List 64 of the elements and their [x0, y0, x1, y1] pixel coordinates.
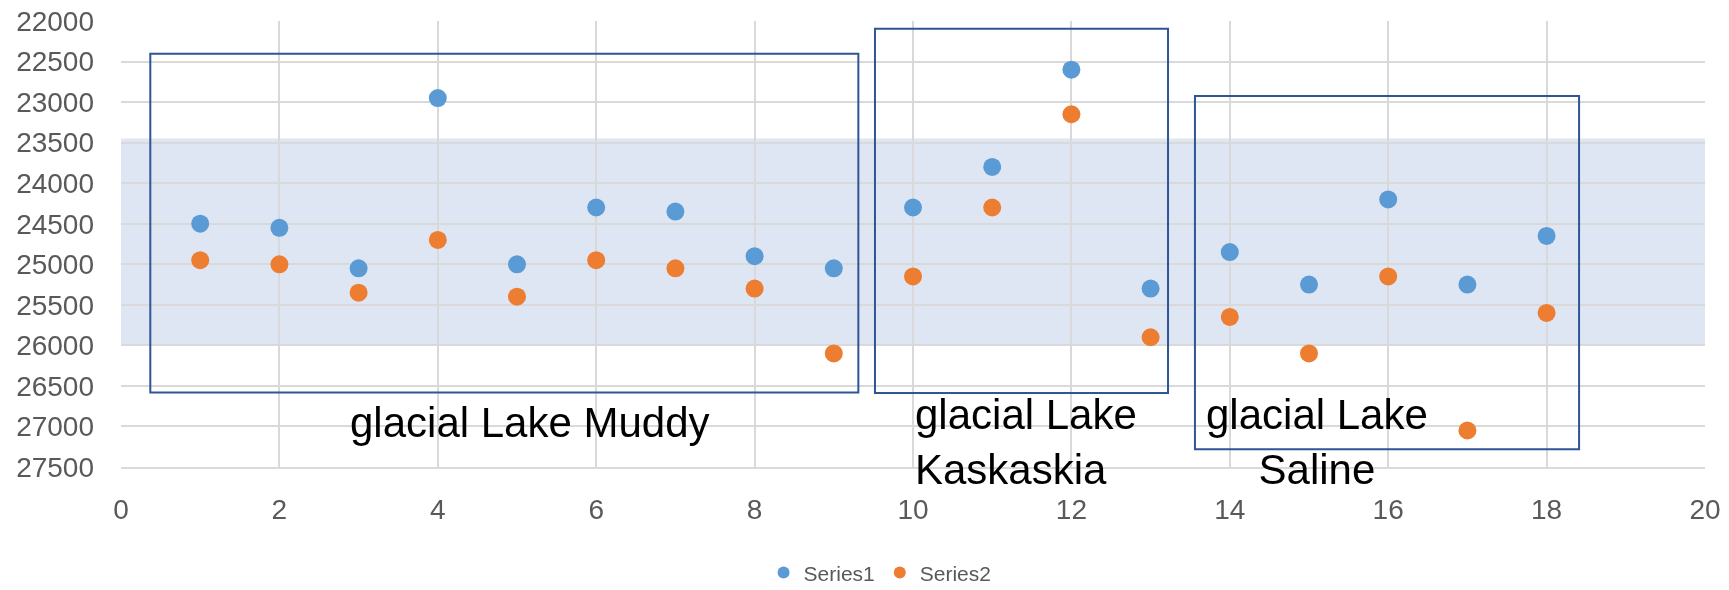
x-tick-label: 4 — [430, 493, 446, 525]
legend-label: Series1 — [803, 561, 875, 585]
point — [1379, 190, 1398, 209]
point — [745, 279, 764, 298]
y-tick-label: 27000 — [16, 411, 94, 443]
point — [824, 259, 843, 278]
x-tick-label: 0 — [113, 493, 129, 525]
y-tick-label: 27500 — [16, 451, 94, 483]
legend-label: Series2 — [919, 561, 991, 585]
y-tick-label: 25000 — [16, 249, 94, 281]
point — [270, 218, 289, 237]
point — [1220, 243, 1239, 262]
point — [1062, 60, 1081, 79]
y-tick-label: 26500 — [16, 370, 94, 402]
point — [983, 198, 1002, 217]
point — [587, 198, 606, 217]
y-tick-label: 22500 — [16, 46, 94, 78]
point — [1458, 421, 1477, 440]
point — [270, 255, 289, 274]
point — [508, 287, 526, 306]
point — [983, 157, 1002, 176]
annotation: glacial Lake Kaskaskia — [915, 391, 1137, 493]
point — [1062, 105, 1081, 124]
point — [1220, 307, 1239, 326]
y-tick-label: 24000 — [16, 167, 94, 199]
x-tick-label: 10 — [897, 493, 929, 525]
point — [349, 283, 368, 302]
point — [349, 259, 368, 278]
x-tick-label: 6 — [588, 493, 604, 525]
point — [191, 214, 210, 233]
annotation: glacial Lake Muddy — [350, 399, 710, 446]
point — [666, 202, 685, 221]
point — [428, 230, 447, 249]
point — [1458, 275, 1477, 294]
y-tick-label: 22000 — [16, 5, 94, 37]
x-tick-label: 2 — [271, 493, 288, 525]
point — [1141, 279, 1160, 298]
y-tick-label: 24500 — [16, 208, 94, 240]
x-tick-label: 16 — [1372, 493, 1404, 525]
point — [428, 89, 447, 108]
point — [1300, 275, 1318, 294]
y-tick-label: 23000 — [16, 86, 94, 118]
y-tick-label: 26000 — [16, 330, 94, 362]
x-tick-label: 20 — [1689, 493, 1721, 525]
y-tick-label: 23500 — [16, 127, 94, 159]
point — [904, 267, 922, 286]
x-tick-label: 14 — [1214, 493, 1246, 525]
point — [508, 255, 526, 274]
point — [1141, 328, 1160, 347]
annotation: glacial Lake Saline — [1206, 391, 1428, 493]
point — [904, 198, 922, 217]
point — [666, 259, 685, 278]
point — [1537, 303, 1556, 322]
point — [1537, 226, 1556, 245]
x-tick-label: 8 — [746, 493, 763, 525]
point — [1379, 267, 1398, 286]
point — [191, 251, 210, 270]
point — [745, 247, 764, 266]
point — [1300, 344, 1318, 363]
x-tick-label: 18 — [1531, 493, 1563, 525]
point — [587, 251, 606, 270]
x-tick-label: 12 — [1055, 493, 1087, 525]
point — [824, 344, 843, 363]
y-tick-label: 25500 — [16, 289, 94, 321]
